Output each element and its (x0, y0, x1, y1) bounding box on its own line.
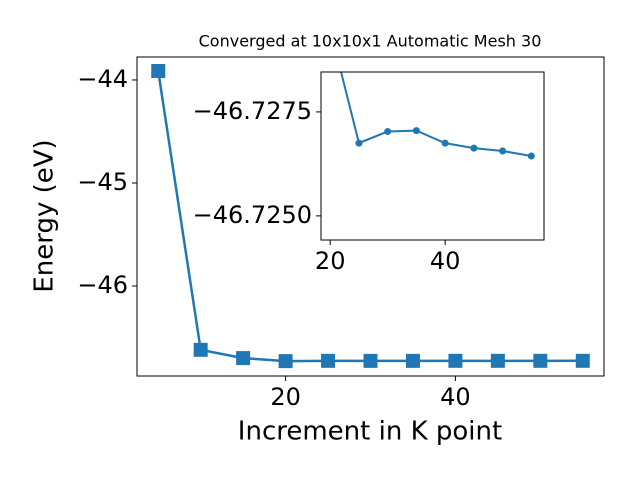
y-tick-label: −46.7275 (193, 97, 312, 125)
marker (236, 351, 251, 366)
y-axis-label: Energy (eV) (30, 139, 60, 292)
y-tick-label: −44 (77, 65, 128, 93)
x-tick-label: 40 (440, 383, 471, 411)
x-tick-label: 40 (430, 247, 461, 275)
marker (441, 139, 449, 147)
marker (490, 353, 505, 368)
marker (363, 353, 378, 368)
marker (405, 353, 420, 368)
chart-title: Converged at 10x10x1 Automatic Mesh 30 (199, 32, 542, 51)
plot-group (340, 72, 535, 160)
plot-area (321, 72, 544, 240)
marker (384, 127, 392, 135)
axes-frame (320, 71, 545, 241)
marker (321, 353, 336, 368)
marker (355, 139, 363, 147)
marker (499, 147, 507, 155)
y-tick-label: −45 (77, 168, 128, 196)
marker (470, 144, 478, 152)
y-tick-label: −46 (77, 271, 128, 299)
x-axis-label: Increment in K point (238, 417, 502, 447)
marker (575, 353, 590, 368)
marker (533, 353, 548, 368)
x-tick-label: 20 (270, 383, 301, 411)
marker (412, 127, 420, 135)
axes-frame (136, 56, 605, 377)
marker (193, 342, 208, 357)
marker (527, 152, 535, 160)
marker (151, 64, 166, 79)
marker (448, 353, 463, 368)
plot-group (151, 64, 590, 369)
marker (278, 354, 293, 369)
data-line (340, 72, 532, 157)
x-tick-label: 20 (315, 247, 346, 275)
y-tick-label: −46.7250 (193, 201, 312, 229)
